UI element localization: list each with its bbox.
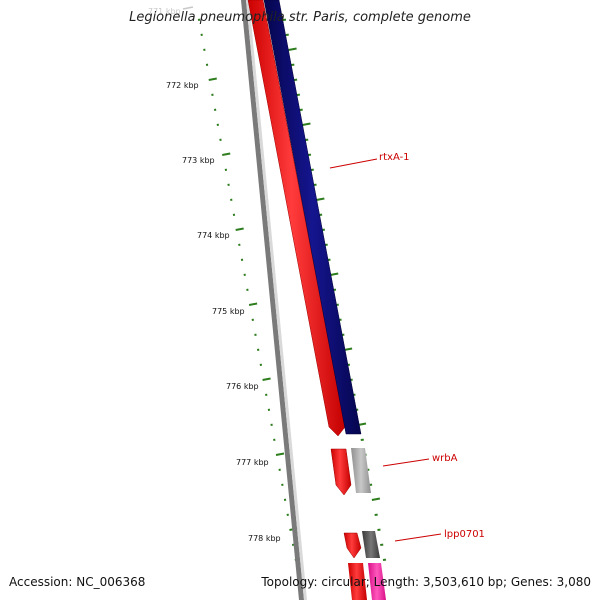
map-title: Legionella pneumophila str. Paris, compl…	[129, 10, 471, 25]
scale-major-tick	[275, 452, 285, 456]
scale-label-771kbp: 771 kbp	[148, 7, 181, 16]
gene-wrbA-grey-bar[interactable]	[351, 448, 371, 493]
outer-major-tick	[343, 347, 353, 351]
scale-major-tick	[208, 77, 217, 81]
gene-lpp0701-red-arrow[interactable]	[343, 532, 362, 559]
gene-bottom-red-bar[interactable]	[348, 563, 367, 600]
scale-partial-tick	[182, 6, 194, 10]
outer-major-tick	[288, 47, 297, 51]
scale-label-774kbp: 774 kbp	[197, 231, 230, 240]
genome-summary-text: Topology: circular; Length: 3,503,610 bp…	[261, 575, 591, 589]
scale-major-tick	[235, 227, 244, 231]
outer-major-tick	[302, 122, 311, 126]
outer-major-tick	[371, 497, 381, 501]
scale-label-777kbp: 777 kbp	[236, 458, 269, 467]
scale-label-776kbp: 776 kbp	[226, 382, 259, 391]
scale-label-772kbp: 772 kbp	[166, 81, 199, 90]
outer-major-tick	[330, 272, 339, 276]
gene-label-lpp0701[interactable]: lpp0701	[444, 529, 485, 540]
scale-major-tick	[222, 152, 231, 156]
scale-label-773kbp: 773 kbp	[182, 156, 215, 165]
gene-label-rtxA-1[interactable]: rtxA-1	[379, 152, 410, 163]
gene-label-wrbA[interactable]: wrbA	[432, 453, 458, 464]
scale-major-tick	[262, 377, 271, 381]
gene-lpp0701-grey-bar[interactable]	[362, 531, 380, 558]
sequence-backbone	[241, 0, 304, 600]
gene-wrbA-red-arrow[interactable]	[330, 448, 352, 496]
accession-text: Accession: NC_006368	[9, 575, 146, 589]
lpp0701-callout-line	[394, 533, 442, 542]
wrbA-callout-line	[382, 458, 430, 467]
outer-major-tick	[316, 197, 325, 201]
gene-bottom-magenta-bar[interactable]	[368, 563, 386, 600]
scale-major-tick	[248, 302, 258, 306]
rtxA-1-callout-line	[329, 158, 378, 169]
gene-rtxA-1-navy-bar[interactable]	[263, 0, 362, 435]
scale-label-778kbp: 778 kbp	[248, 534, 281, 543]
sequence-backbone-highlight	[246, 0, 307, 600]
gene-rtxA-1-red-arrow[interactable]	[247, 0, 346, 437]
scale-label-775kbp: 775 kbp	[212, 307, 245, 316]
